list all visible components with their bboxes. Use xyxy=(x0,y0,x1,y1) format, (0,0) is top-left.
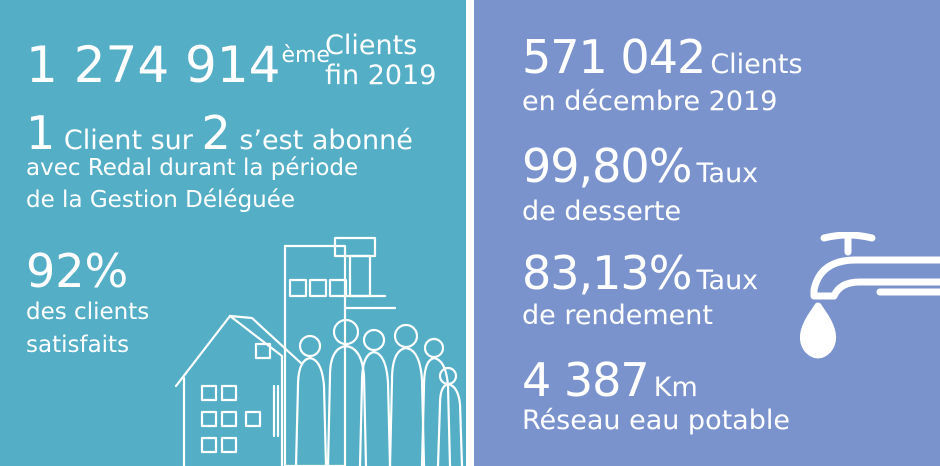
stat-clients-rank-label-line1: Clients xyxy=(325,30,418,61)
stat-desserte-label: Taux xyxy=(696,158,759,189)
stat-clients-december-label: Clients xyxy=(710,49,803,80)
house-and-people-icon xyxy=(174,236,464,466)
stat-clients-rank-ordinal: ème xyxy=(281,43,330,68)
stat-ratio-line2: avec Redal durant la période xyxy=(26,155,359,181)
stat-ratio-text2: s’est abonné xyxy=(230,125,413,156)
stat-satisfaction-desc: des clients satisfaits xyxy=(26,296,149,362)
stat-reseau-value: 4 387 xyxy=(522,353,650,407)
stat-clients-december-line2: en décembre 2019 xyxy=(522,86,778,117)
stat-desserte-line2: de desserte xyxy=(522,196,682,227)
water-tap-icon xyxy=(800,232,940,359)
stat-clients-december: 571 042 Clients xyxy=(522,34,803,80)
stat-clients-rank-value: 1 274 914 xyxy=(26,36,281,94)
stat-reseau-line2: Réseau eau potable xyxy=(522,405,790,436)
stat-clients-rank: 1 274 914ème xyxy=(26,40,330,90)
stat-ratio-big2: 2 xyxy=(201,106,231,160)
stat-rendement-label: Taux xyxy=(696,265,759,296)
stat-satisfaction-value: 92% xyxy=(26,244,129,298)
stat-desserte-value: 99,80% xyxy=(522,139,692,193)
stat-satisfaction-line2: satisfaits xyxy=(26,332,130,358)
stat-ratio-text1: Client sur xyxy=(55,125,202,156)
stat-rendement-value: 83,13% xyxy=(522,246,692,300)
left-panel: 1 274 914ème Clients fin 2019 1 Client s… xyxy=(0,0,466,466)
stat-subscription-ratio-desc: avec Redal durant la période de la Gesti… xyxy=(26,152,358,216)
stat-ratio-line3: de la Gestion Déléguée xyxy=(26,187,296,213)
stat-subscription-ratio: 1 Client sur 2 s’est abonné xyxy=(26,110,413,156)
stat-reseau-label: Km xyxy=(653,372,698,403)
stat-satisfaction-line1: des clients xyxy=(26,299,150,325)
stat-clients-rank-label-line2: fin 2019 xyxy=(325,60,437,91)
stat-ratio-big1: 1 xyxy=(26,106,56,160)
stat-rendement-line2: de rendement xyxy=(522,300,713,331)
stat-clients-december-value: 571 042 xyxy=(522,30,706,84)
stat-clients-rank-label: Clients fin 2019 xyxy=(325,31,436,91)
right-panel: 571 042 Clients en décembre 2019 99,80% … xyxy=(474,0,940,466)
stat-reseau: 4 387 Km xyxy=(522,357,698,403)
stat-desserte: 99,80% Taux xyxy=(522,143,758,189)
stat-rendement: 83,13% Taux xyxy=(522,250,758,296)
